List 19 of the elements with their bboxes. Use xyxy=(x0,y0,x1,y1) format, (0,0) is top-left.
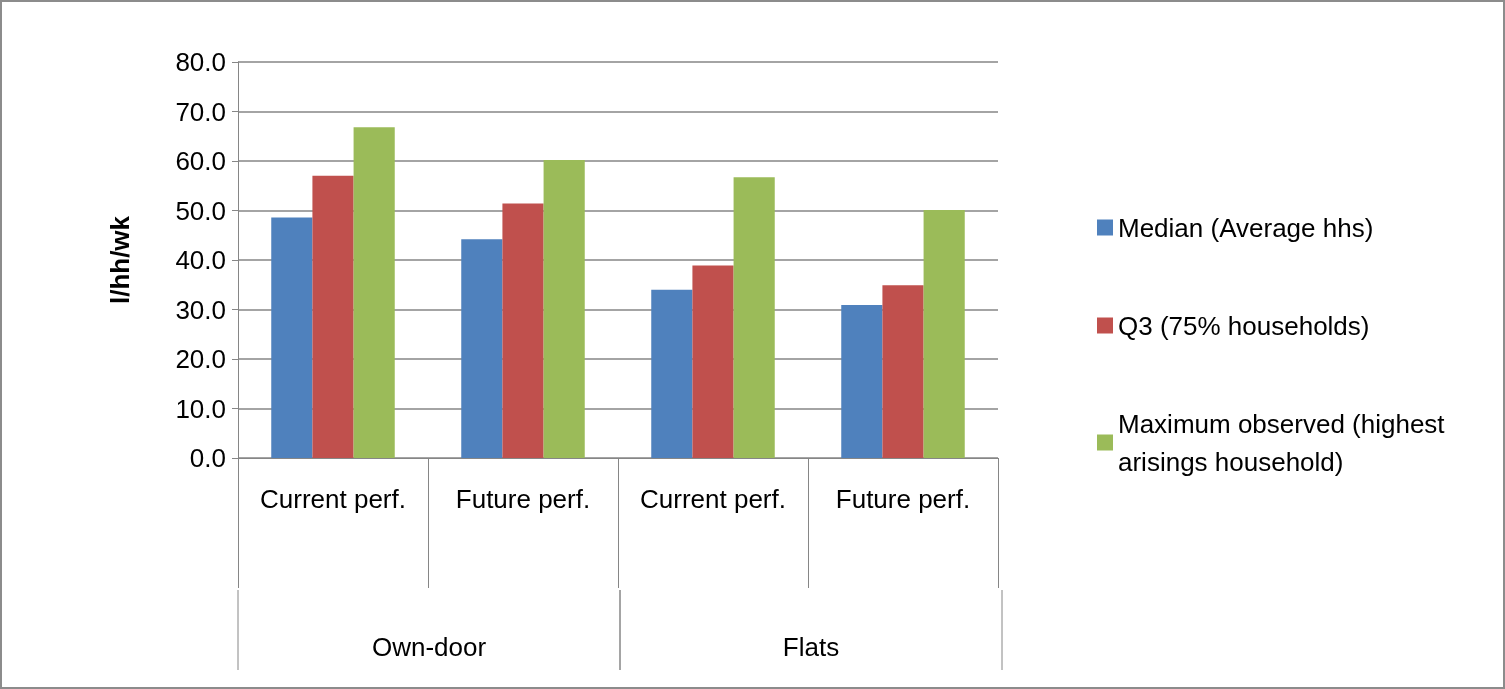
x-tick-label: Current perf. xyxy=(640,484,786,514)
legend-label: Q3 (75% households) xyxy=(1118,310,1370,341)
y-axis-title: l/hh/wk xyxy=(105,215,135,305)
y-tick-label: 30.0 xyxy=(175,294,226,325)
y-tick-label: 50.0 xyxy=(175,195,226,226)
y-tick-label: 60.0 xyxy=(175,146,226,176)
x-tick-label: Future perf. xyxy=(835,484,971,514)
text: Flats xyxy=(782,632,840,662)
y-tick-label: 70.0 xyxy=(175,96,226,127)
y-tick-label: 40.0 xyxy=(175,245,226,275)
y-tick-label: 0.0 xyxy=(189,443,226,473)
legend-label: Maximum observed (highest arisings household) xyxy=(1118,408,1452,477)
legend-label: Median (Average hhs) xyxy=(1118,212,1374,243)
x-tick-label: Current perf. xyxy=(260,484,406,514)
y-tick-label: 80.0 xyxy=(175,47,226,77)
y-tick-label: 20.0 xyxy=(175,344,226,374)
text: Own-door xyxy=(371,632,487,662)
y-tick-label: 10.0 xyxy=(175,393,226,424)
x-tick-label: Future perf. xyxy=(455,484,591,514)
